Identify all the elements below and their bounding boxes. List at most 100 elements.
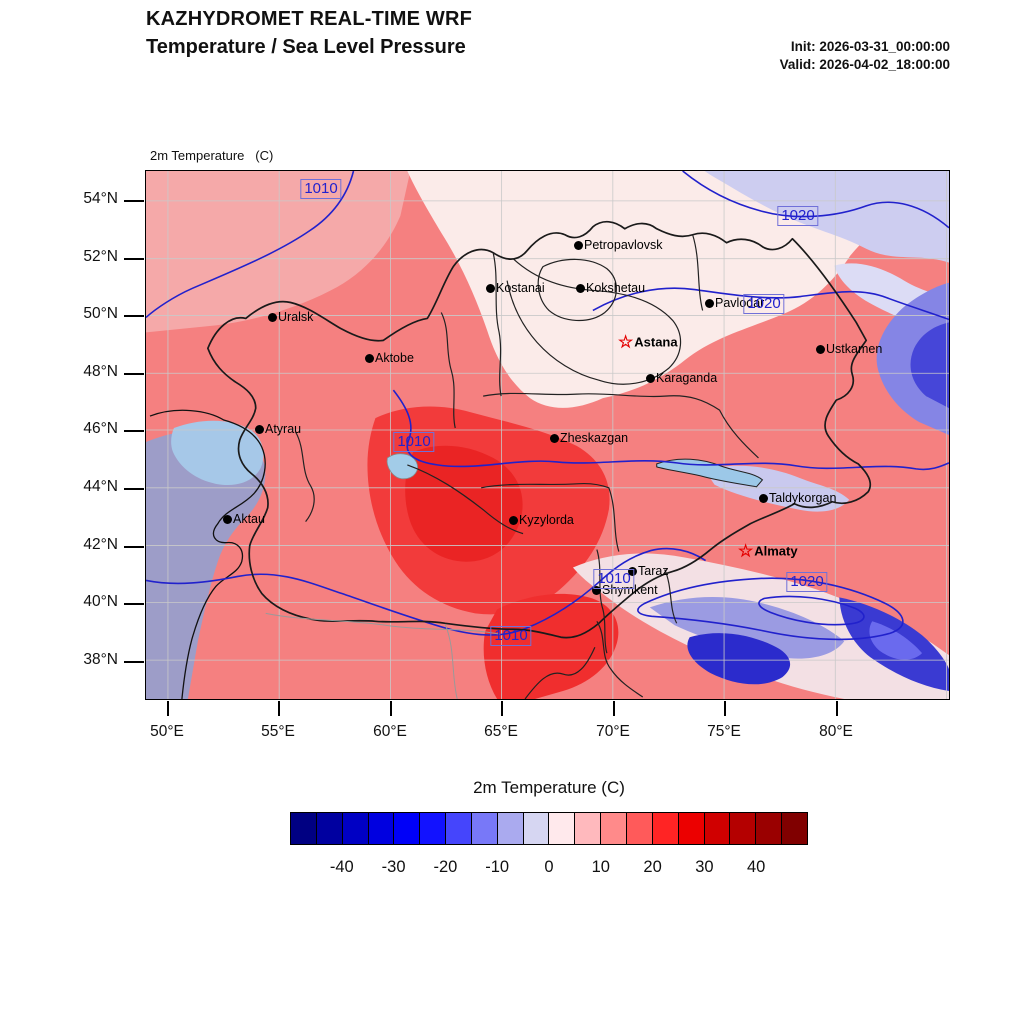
lon-tick-mark <box>836 701 838 716</box>
colorbar-segment <box>574 813 601 844</box>
lat-tick-mark <box>124 258 144 260</box>
lon-tick-label: 70°E <box>596 723 630 740</box>
city-label: Taldykorgan <box>769 491 837 505</box>
colorbar-segment <box>651 813 678 844</box>
caspian-coastline <box>149 409 266 699</box>
lon-tick-label: 55°E <box>261 723 295 740</box>
city-dot-icon <box>223 514 232 524</box>
lon-tick-label: 80°E <box>819 723 853 740</box>
lat-tick-mark <box>124 315 144 317</box>
colorbar-segment <box>470 813 497 844</box>
colorbar-segment <box>367 813 394 844</box>
valid-time: Valid: 2026-04-02_18:00:00 <box>779 57 950 72</box>
colorbar-title: 2m Temperature (C) <box>473 778 625 797</box>
city-dot-icon <box>592 585 601 595</box>
foreign-borders <box>265 612 501 699</box>
city-dot-icon <box>759 493 768 503</box>
colorbar-segment <box>522 813 549 844</box>
city-dot-icon <box>550 433 559 443</box>
city-pavlodar: Pavlodar <box>705 296 764 310</box>
colorbar-tick-label: -30 <box>381 858 406 876</box>
pressure-label-1010: 1010 <box>393 432 435 452</box>
lat-tick-label: 50°N <box>83 305 118 322</box>
city-kyzylorda: Kyzylorda <box>509 513 574 527</box>
lat-tick-label: 40°N <box>83 593 118 610</box>
colorbar-segment <box>600 813 626 844</box>
lat-tick-mark <box>124 373 144 375</box>
city-kokshetau: Kokshetau <box>576 281 645 295</box>
city-taldykorgan: Taldykorgan <box>759 491 836 505</box>
city-shymkent: Shymkent <box>592 583 658 597</box>
caspian-sea <box>146 429 266 699</box>
city-label: Taraz <box>638 564 669 578</box>
colorbar-tick-label: 0 <box>544 858 554 876</box>
colorbar-tick-label: 40 <box>747 858 766 876</box>
city-dot-icon <box>628 566 637 576</box>
pressure-label-1010: 1010 <box>593 569 635 589</box>
capital-star-icon: ☆ <box>738 541 754 560</box>
colorbar-segment <box>341 813 368 844</box>
graticule <box>146 171 949 699</box>
city-aktau: Aktau <box>223 512 265 526</box>
city-dot-icon <box>705 298 714 308</box>
city-dot-icon <box>574 240 583 250</box>
page-subtitle: Temperature / Sea Level Pressure <box>146 36 466 58</box>
city-label: Aktobe <box>375 351 414 365</box>
lon-tick-mark <box>613 701 615 716</box>
pressure-contours <box>146 171 949 641</box>
colorbar-segment <box>445 813 471 844</box>
lon-tick-mark <box>390 701 392 716</box>
city-label: Karaganda <box>656 371 718 385</box>
lon-tick-mark <box>278 701 280 716</box>
lat-tick-mark <box>124 430 144 432</box>
capital-star-icon: ☆ <box>618 332 634 351</box>
lat-tick-label: 52°N <box>83 248 118 265</box>
city-label: Astana <box>634 334 678 350</box>
colorbar-segment <box>703 813 730 844</box>
lat-tick-label: 38°N <box>83 651 118 668</box>
city-label: Kyzylorda <box>519 513 574 527</box>
city-atyrau: Atyrau <box>255 422 301 436</box>
city-label: Aktau <box>233 512 265 526</box>
city-label: Atyrau <box>265 422 302 436</box>
colorbar-tick-label: 20 <box>643 858 662 876</box>
lat-tick-label: 46°N <box>83 420 118 437</box>
city-dot-icon <box>268 312 277 322</box>
pressure-label-1010: 1010 <box>490 626 532 646</box>
lat-tick-mark <box>124 603 144 605</box>
lon-tick-label: 65°E <box>484 723 518 740</box>
pressure-label-1010: 1010 <box>300 179 342 199</box>
city-dot-icon <box>486 283 495 293</box>
colorbar-tick-label: 10 <box>591 858 610 876</box>
colorbar-segment <box>496 813 523 844</box>
temperature-field-svg <box>146 171 949 699</box>
city-label: Almaty <box>754 543 798 559</box>
city-label: Kostanai <box>496 281 545 295</box>
oblast-borders <box>295 234 759 699</box>
city-dot-icon <box>646 373 655 383</box>
city-petropavlovsk: Petropavlovsk <box>574 238 663 252</box>
colorbar-tick-label: -10 <box>485 858 510 876</box>
colorbar-segment <box>729 813 756 844</box>
lat-tick-mark <box>124 488 144 490</box>
city-aktobe: Aktobe <box>365 351 414 365</box>
colorbar-segment <box>315 813 342 844</box>
pressure-label-1020: 1020 <box>743 294 785 314</box>
field-label-temperature: 2m Temperature (C) <box>150 148 274 163</box>
map-overlay: Petropavlovsk Kostanai Kokshetau Pavlodar Ur… <box>146 171 949 699</box>
lon-tick-label: 50°E <box>150 723 184 740</box>
lat-tick-label: 42°N <box>83 536 118 553</box>
city-kostanai: Kostanai <box>486 281 545 295</box>
city-label: Zheskazgan <box>560 431 629 445</box>
city-label: Pavlodar <box>715 296 765 310</box>
lon-tick-label: 60°E <box>373 723 407 740</box>
city-label: Uralsk <box>278 310 314 324</box>
city-ustkamen: Ustkamen <box>816 342 882 356</box>
city-dot-icon <box>365 353 374 363</box>
city-astana: ☆ Astana <box>618 332 678 351</box>
city-dot-icon <box>255 424 264 434</box>
map-canvas: Petropavlovsk Kostanai Kokshetau Pavlodar Ur… <box>145 170 950 700</box>
colorbar-segment <box>755 813 782 844</box>
colorbar-tick-label: -40 <box>329 858 354 876</box>
